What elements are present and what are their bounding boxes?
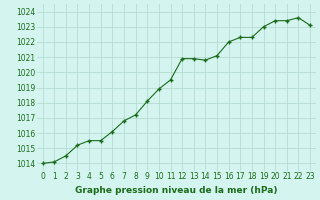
- X-axis label: Graphe pression niveau de la mer (hPa): Graphe pression niveau de la mer (hPa): [75, 186, 277, 195]
